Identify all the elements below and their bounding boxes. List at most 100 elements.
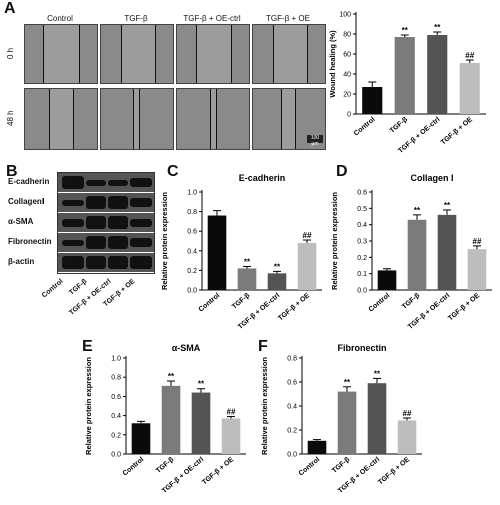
x-tick-label: TGF-β [389, 116, 410, 135]
chart-title: Collagen I [410, 173, 453, 183]
y-tick-label: 0.6 [287, 380, 297, 387]
y-tick-label: 80 [343, 32, 351, 39]
significance-mark: ** [344, 378, 351, 387]
blot-row-asma [58, 213, 154, 233]
scratch-group-label: Control [47, 14, 73, 23]
bar [367, 383, 387, 454]
blot-lane-label: Control [40, 278, 65, 300]
significance-mark: ** [402, 26, 409, 35]
bar [337, 391, 357, 454]
bar [397, 420, 417, 454]
significance-mark: ** [198, 380, 205, 389]
micrograph-control-0h [24, 24, 98, 84]
blot-lane-label: TGF-β + OE-ctrl [68, 278, 113, 317]
micrograph-oe-0h [252, 24, 326, 84]
scratch-group-label: TGF-β + OE-ctrl [183, 14, 241, 23]
bar [427, 35, 448, 114]
y-tick-label: 0.4 [357, 222, 367, 229]
x-tick-label: Control [298, 456, 322, 477]
bar [407, 219, 427, 290]
y-tick-label: 0.1 [357, 271, 367, 278]
bar [459, 63, 480, 114]
scale-bar: 100 μm [307, 135, 323, 147]
blot-row-ecadherin [58, 173, 154, 193]
panel-label-a: A [4, 0, 16, 17]
significance-mark: ** [244, 257, 251, 266]
fibronectin-chart: Fibronectin 0.0 0.2 0.4 0.6 0.8 Relative prote… [260, 343, 422, 495]
bar [437, 214, 457, 290]
x-tick-label: TGF-β + OE [440, 116, 474, 146]
bar [161, 385, 181, 454]
bar [221, 418, 241, 454]
x-tick-label: TGF-β + OE [447, 292, 481, 322]
y-tick-label: 100 [339, 12, 351, 19]
bar [237, 268, 257, 290]
panel-label-d: D [336, 163, 348, 180]
y-tick-label: 0.2 [111, 432, 121, 439]
scratch-group-label: TGF-β [124, 14, 148, 23]
blot-label-asma: α-SMA [8, 217, 34, 226]
significance-mark: ** [434, 23, 441, 32]
y-axis-label: Relative protein expression [330, 192, 339, 290]
y-axis-label: Relative protein expression [160, 192, 169, 290]
blot-label-collagen: CollagenⅠ [8, 197, 45, 206]
x-tick-label: TGF-β [231, 292, 252, 311]
blot-row-actin [58, 253, 154, 272]
x-tick-label: TGF-β + OE [377, 456, 411, 486]
y-tick-label: 0.4 [287, 404, 297, 411]
significance-mark: ** [374, 369, 381, 378]
micrograph-tgfb-48h [100, 88, 174, 150]
y-axis-label: Relative protein expression [260, 357, 269, 455]
collagen-chart: Collagen I 0.0 0.1 0.2 0.3 0.4 0.5 0.6 Relative … [330, 173, 492, 331]
significance-mark: ## [473, 237, 482, 246]
x-tick-label: TGF-β [401, 292, 422, 311]
panel-label-f: F [258, 338, 268, 355]
micrograph-oectrl-48h [176, 88, 250, 150]
y-tick-label: 0.0 [187, 288, 197, 295]
y-tick-label: 0.8 [187, 209, 197, 216]
bar [297, 242, 317, 290]
bar [394, 37, 415, 114]
x-tick-label: TGF-β + OE [277, 292, 311, 322]
significance-mark: ** [274, 262, 281, 271]
x-tick-label: TGF-β + OE [201, 456, 235, 486]
micrograph-oectrl-0h [176, 24, 250, 84]
y-tick-label: 0.8 [111, 375, 121, 382]
significance-mark: ** [444, 201, 451, 210]
y-tick-label: 0 [347, 112, 351, 119]
y-tick-label: 0.0 [357, 288, 367, 295]
significance-mark: ** [168, 372, 175, 381]
x-tick-label: Control [198, 292, 222, 313]
blot-label-fibronectin: Fibronectin [8, 237, 52, 246]
scratch-row-label: 0 h [6, 47, 15, 59]
bar [191, 392, 211, 454]
y-tick-label: 0.2 [357, 255, 367, 262]
significance-mark: ## [465, 51, 474, 60]
y-tick-label: 0.5 [357, 206, 367, 213]
bar [467, 249, 487, 290]
panel-label-e: E [82, 338, 93, 355]
x-tick-label: Control [368, 292, 392, 313]
ecadherin-chart: E-cadherin 0.0 0.2 0.4 0.6 0.8 1.0 Relative pro… [160, 173, 322, 331]
chart-title: Fibronectin [338, 343, 387, 353]
scratch-group-label: TGF-β + OE [266, 14, 310, 23]
bar [307, 440, 327, 454]
y-tick-label: 40 [343, 72, 351, 79]
panel-label-b: B [6, 163, 18, 180]
micrograph-oe-48h: 100 μm [252, 88, 326, 150]
y-tick-label: 0.2 [187, 268, 197, 275]
y-tick-label: 0.6 [111, 394, 121, 401]
significance-mark: ** [414, 206, 421, 215]
chart-title: α-SMA [172, 343, 201, 353]
blot-row-fibronectin [58, 233, 154, 253]
y-axis-label: Relative protein expression [84, 357, 93, 455]
y-tick-label: 0.8 [287, 356, 297, 363]
y-tick-label: 1.0 [187, 190, 197, 197]
western-blot-image [57, 172, 155, 274]
y-tick-label: 0.6 [187, 229, 197, 236]
micrograph-tgfb-0h [100, 24, 174, 84]
y-axis-label: Wound healing (%) [328, 30, 337, 98]
wound-healing-chart: 0 20 40 60 80 100 Wound healing (%) Control ** TG… [328, 12, 486, 155]
y-tick-label: 0.6 [357, 190, 367, 197]
significance-mark: ## [227, 408, 236, 417]
